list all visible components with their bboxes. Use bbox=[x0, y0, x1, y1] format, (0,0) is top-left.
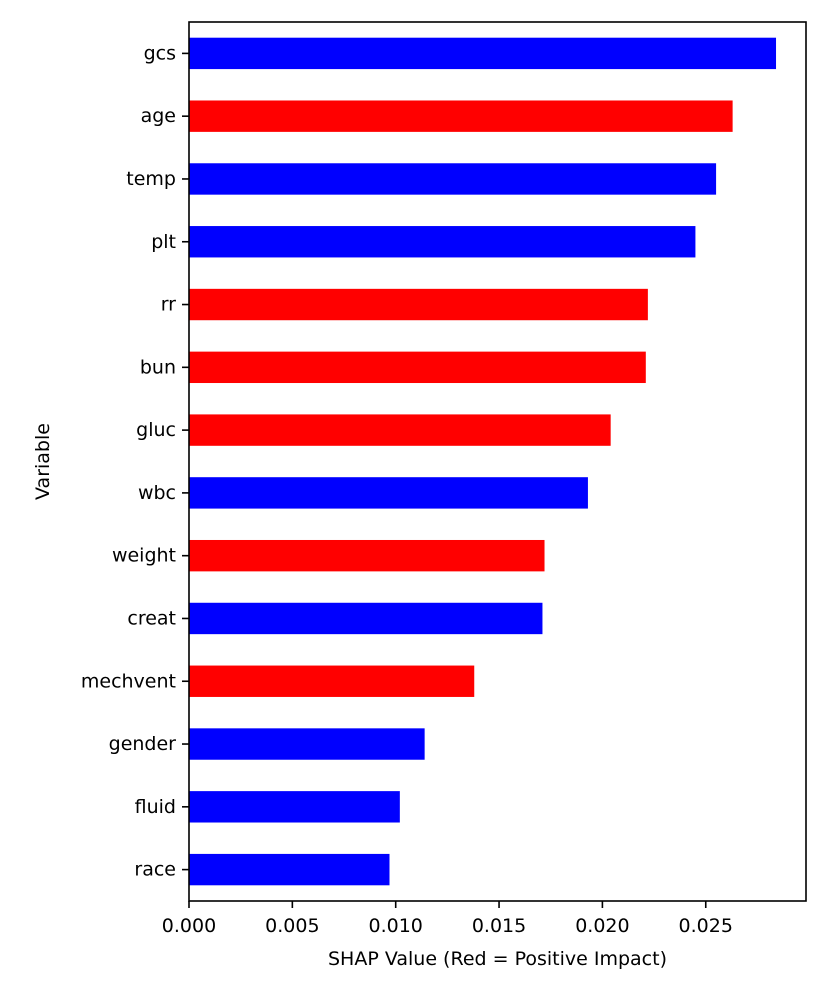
bar-creat bbox=[189, 602, 543, 635]
bar-mechvent bbox=[189, 665, 475, 697]
bar-race bbox=[189, 853, 390, 886]
x-tick-label: 0.015 bbox=[472, 915, 526, 937]
bar-gender bbox=[189, 728, 425, 760]
y-tick-label: race bbox=[134, 859, 176, 881]
x-axis-title: SHAP Value (Red = Positive Impact) bbox=[328, 948, 667, 970]
y-tick-label: plt bbox=[151, 231, 176, 253]
x-tick-label: 0.010 bbox=[368, 915, 422, 937]
y-tick-label: temp bbox=[126, 168, 176, 190]
x-tick-label: 0.005 bbox=[265, 915, 319, 937]
y-tick-label: mechvent bbox=[81, 670, 176, 692]
bar-temp bbox=[189, 163, 717, 195]
plot-frame bbox=[188, 21, 807, 902]
y-tick-label: wbc bbox=[138, 482, 176, 504]
x-tick-label: 0.020 bbox=[575, 915, 629, 937]
y-axis-ticks: gcs age temp plt rr bun gluc wbc weight creat mech… bbox=[81, 42, 189, 881]
x-tick-label: 0.025 bbox=[679, 915, 733, 937]
x-tick-label: 0.000 bbox=[162, 915, 216, 937]
bar-wbc bbox=[189, 477, 588, 509]
y-axis-title: Variable bbox=[32, 423, 54, 500]
bar-gcs bbox=[189, 37, 777, 70]
bars-layer bbox=[189, 37, 777, 886]
y-tick-label: rr bbox=[161, 294, 176, 316]
x-axis-ticks: 0.000 0.005 0.010 0.015 0.020 0.025 bbox=[162, 901, 733, 937]
y-tick-label: creat bbox=[127, 607, 176, 629]
y-tick-label: fluid bbox=[135, 796, 176, 818]
bar-bun bbox=[189, 351, 646, 384]
bar-gluc bbox=[189, 414, 611, 446]
bar-fluid bbox=[189, 791, 400, 823]
bar-rr bbox=[189, 288, 648, 321]
bar-age bbox=[189, 100, 733, 132]
y-tick-label: weight bbox=[112, 545, 176, 567]
bar-plt bbox=[189, 226, 696, 258]
y-tick-label: gender bbox=[109, 733, 177, 755]
y-tick-label: gcs bbox=[144, 42, 176, 64]
y-tick-label: bun bbox=[140, 356, 176, 378]
bar-weight bbox=[189, 539, 545, 572]
y-tick-label: age bbox=[141, 105, 176, 127]
y-tick-label: gluc bbox=[136, 419, 176, 441]
